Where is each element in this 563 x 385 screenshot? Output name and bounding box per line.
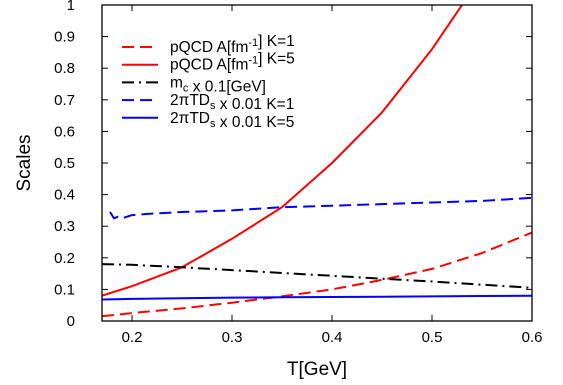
legend-label-5: 2πTDs x 0.01 K=5 (170, 110, 294, 131)
x-tick-label: 0.2 (122, 329, 143, 346)
y-tick-label: 1 (67, 0, 75, 14)
x-tick-label: 0.4 (322, 329, 343, 346)
y-tick-label: 0 (67, 313, 75, 330)
series-line-3 (102, 264, 532, 288)
y-tick-label: 0.4 (54, 187, 75, 204)
y-tick-label: 0.2 (54, 250, 75, 267)
series-line-1 (102, 233, 532, 317)
x-tick-label: 0.3 (222, 329, 243, 346)
y-tick-label: 0.8 (54, 60, 75, 77)
y-tick-label: 0.1 (54, 281, 75, 298)
y-tick-label: 0.6 (54, 123, 75, 140)
series-line-4 (110, 198, 532, 219)
x-tick-label: 0.6 (522, 329, 543, 346)
series-layer (102, 5, 532, 316)
y-tick-label: 0.7 (54, 92, 75, 109)
y-tick-label: 0.9 (54, 29, 75, 46)
tick-layer: 0.2 0.3 0.4 0.5 0.6 0 0.1 0.2 0.3 0.4 0.5 0.6 0.7 0.8… (54, 0, 542, 346)
y-tick-label: 0.5 (54, 155, 75, 172)
x-tick-label: 0.5 (422, 329, 443, 346)
y-tick-label: 0.3 (54, 218, 75, 235)
series-line-5 (102, 296, 532, 300)
y-axis-title: Scales (14, 134, 35, 191)
x-axis-title: T[GeV] (287, 359, 347, 380)
